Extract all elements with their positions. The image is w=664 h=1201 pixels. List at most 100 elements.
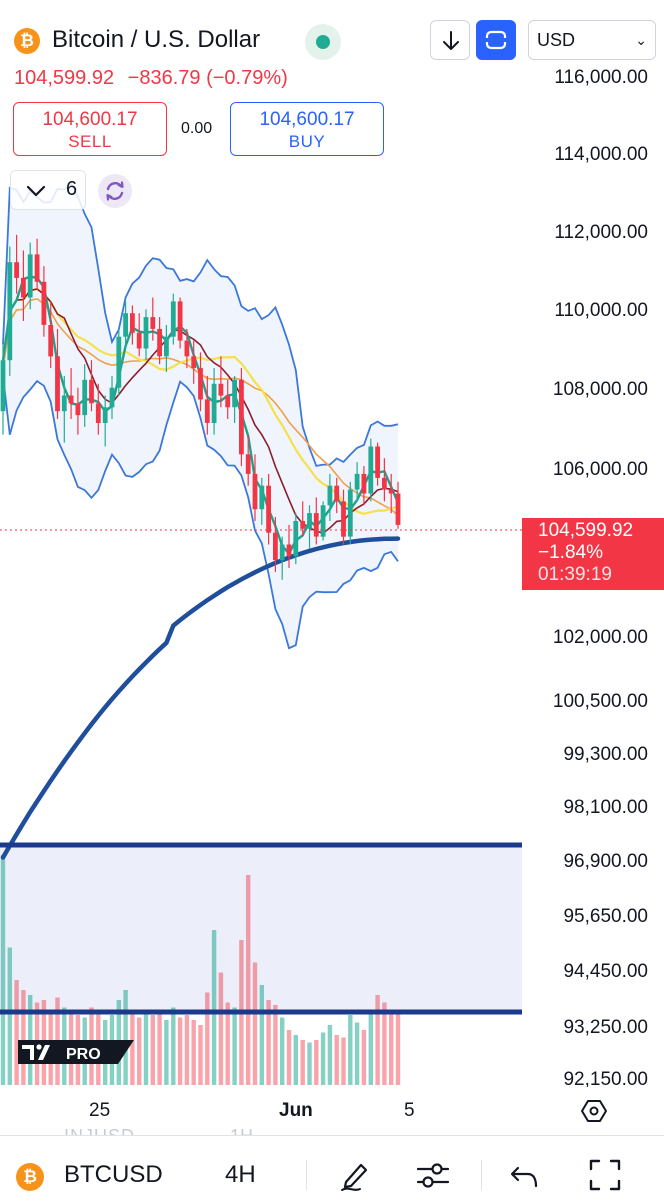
currency-select[interactable]: USD ⌄ [528, 20, 656, 60]
refresh-button[interactable] [98, 174, 132, 208]
volume-bar [7, 947, 12, 1085]
last-price-tag: 104,599.92 −1.84% 01:39:19 [522, 518, 664, 590]
fullscreen-corners-icon[interactable] [588, 1158, 622, 1192]
indicators-toggle-button[interactable]: 6 [10, 170, 86, 210]
candle-body [109, 387, 115, 408]
volume-bar [177, 1017, 183, 1085]
candle [89, 360, 94, 412]
indicators-sliders-icon[interactable] [414, 1158, 452, 1192]
tag-countdown: 01:39:19 [538, 564, 612, 585]
candle [211, 368, 217, 435]
support-zone[interactable] [0, 845, 522, 1012]
volume-bar [348, 1015, 353, 1085]
interval-button[interactable]: 4H [225, 1161, 256, 1188]
price-axis-label: 114,000.00 [554, 144, 648, 165]
volume-bar [382, 1002, 387, 1085]
candle [239, 368, 244, 467]
candle-body [95, 403, 101, 423]
candle-body [55, 356, 60, 412]
price-axis-label: 93,250.00 [563, 1017, 648, 1038]
candle-body [123, 313, 128, 337]
time-axis-label: 25 [89, 1100, 111, 1121]
candle-body [347, 489, 353, 537]
candle [157, 317, 162, 365]
volume-bar [130, 1010, 135, 1085]
indicator-count: 6 [66, 178, 78, 200]
logo-text: PRO [66, 1046, 101, 1063]
candle-body [341, 501, 346, 537]
candle [266, 473, 271, 545]
bitcoin-icon: ₿ [14, 28, 40, 54]
candle [293, 513, 299, 565]
candle-body [61, 395, 67, 412]
price-axis-label: 96,900.00 [563, 851, 648, 872]
time-axis-label: 5 [404, 1100, 415, 1121]
price-axis-label: 116,000.00 [554, 67, 648, 88]
volume-bar [137, 1017, 142, 1085]
chevron-down-icon [26, 185, 46, 197]
candle-body [89, 379, 94, 404]
candle-body [266, 485, 271, 533]
volume-bar [300, 1040, 305, 1085]
candle [21, 250, 26, 321]
candle-body [191, 356, 197, 369]
candle [388, 473, 394, 514]
candle-body [184, 340, 190, 357]
undo-icon[interactable] [508, 1160, 542, 1190]
price-axis-label: 92,150.00 [563, 1069, 648, 1087]
bottom-toolbar [0, 1135, 664, 1201]
candle-body [116, 336, 122, 388]
time-axis-label: Jun [279, 1100, 313, 1121]
settings-hexagon-icon[interactable] [580, 1097, 608, 1125]
candle-body [327, 485, 333, 506]
buy-button[interactable]: 104,600.17 BUY [230, 102, 384, 156]
volume-bar [395, 1010, 401, 1085]
volume-bar [361, 1030, 367, 1085]
download-button[interactable] [430, 20, 470, 60]
candle [116, 328, 122, 396]
symbol-title[interactable]: Bitcoin / U.S. Dollar [52, 26, 261, 53]
candle [109, 375, 115, 419]
candle [143, 309, 149, 361]
volume-bar [211, 930, 217, 1085]
candle-body [252, 473, 258, 510]
sell-button[interactable]: 104,600.17 SELL [13, 102, 167, 156]
candle-body [293, 521, 299, 557]
fullscreen-button[interactable] [476, 20, 516, 60]
candle [259, 477, 265, 525]
volume-bar [218, 972, 224, 1085]
candle [48, 301, 54, 369]
volume-bar [225, 1002, 230, 1085]
market-open-status-icon[interactable] [305, 24, 341, 60]
candle-body [41, 281, 47, 325]
drawing-tools-icon[interactable] [336, 1156, 374, 1194]
tag-change: −1.84% [538, 542, 603, 563]
candle-body [245, 454, 251, 474]
candle [307, 505, 312, 549]
candle-body [232, 379, 237, 408]
divider [481, 1160, 482, 1190]
candle-body [102, 407, 108, 423]
volume-bar [389, 1010, 394, 1085]
buy-label: BUY [288, 132, 326, 151]
symbol-button[interactable]: BTCUSD [64, 1161, 163, 1188]
candle-body [354, 473, 360, 490]
candle [0, 344, 6, 435]
candle-body [7, 262, 13, 361]
volume-bar [354, 1022, 360, 1085]
candle [334, 477, 340, 514]
volume-bar [246, 875, 251, 1085]
candle [177, 297, 183, 349]
fullscreen-icon [485, 30, 507, 50]
candle [347, 481, 353, 545]
volume-bar [143, 1010, 149, 1085]
candle-body [198, 368, 203, 400]
volume-bar [164, 1020, 169, 1085]
candle-body [211, 383, 217, 423]
arrow-down-icon [443, 31, 459, 50]
volume-bar [307, 1042, 312, 1085]
candle [300, 501, 306, 537]
currency-value: USD [537, 30, 576, 50]
candle [191, 340, 197, 384]
candle [225, 379, 231, 419]
